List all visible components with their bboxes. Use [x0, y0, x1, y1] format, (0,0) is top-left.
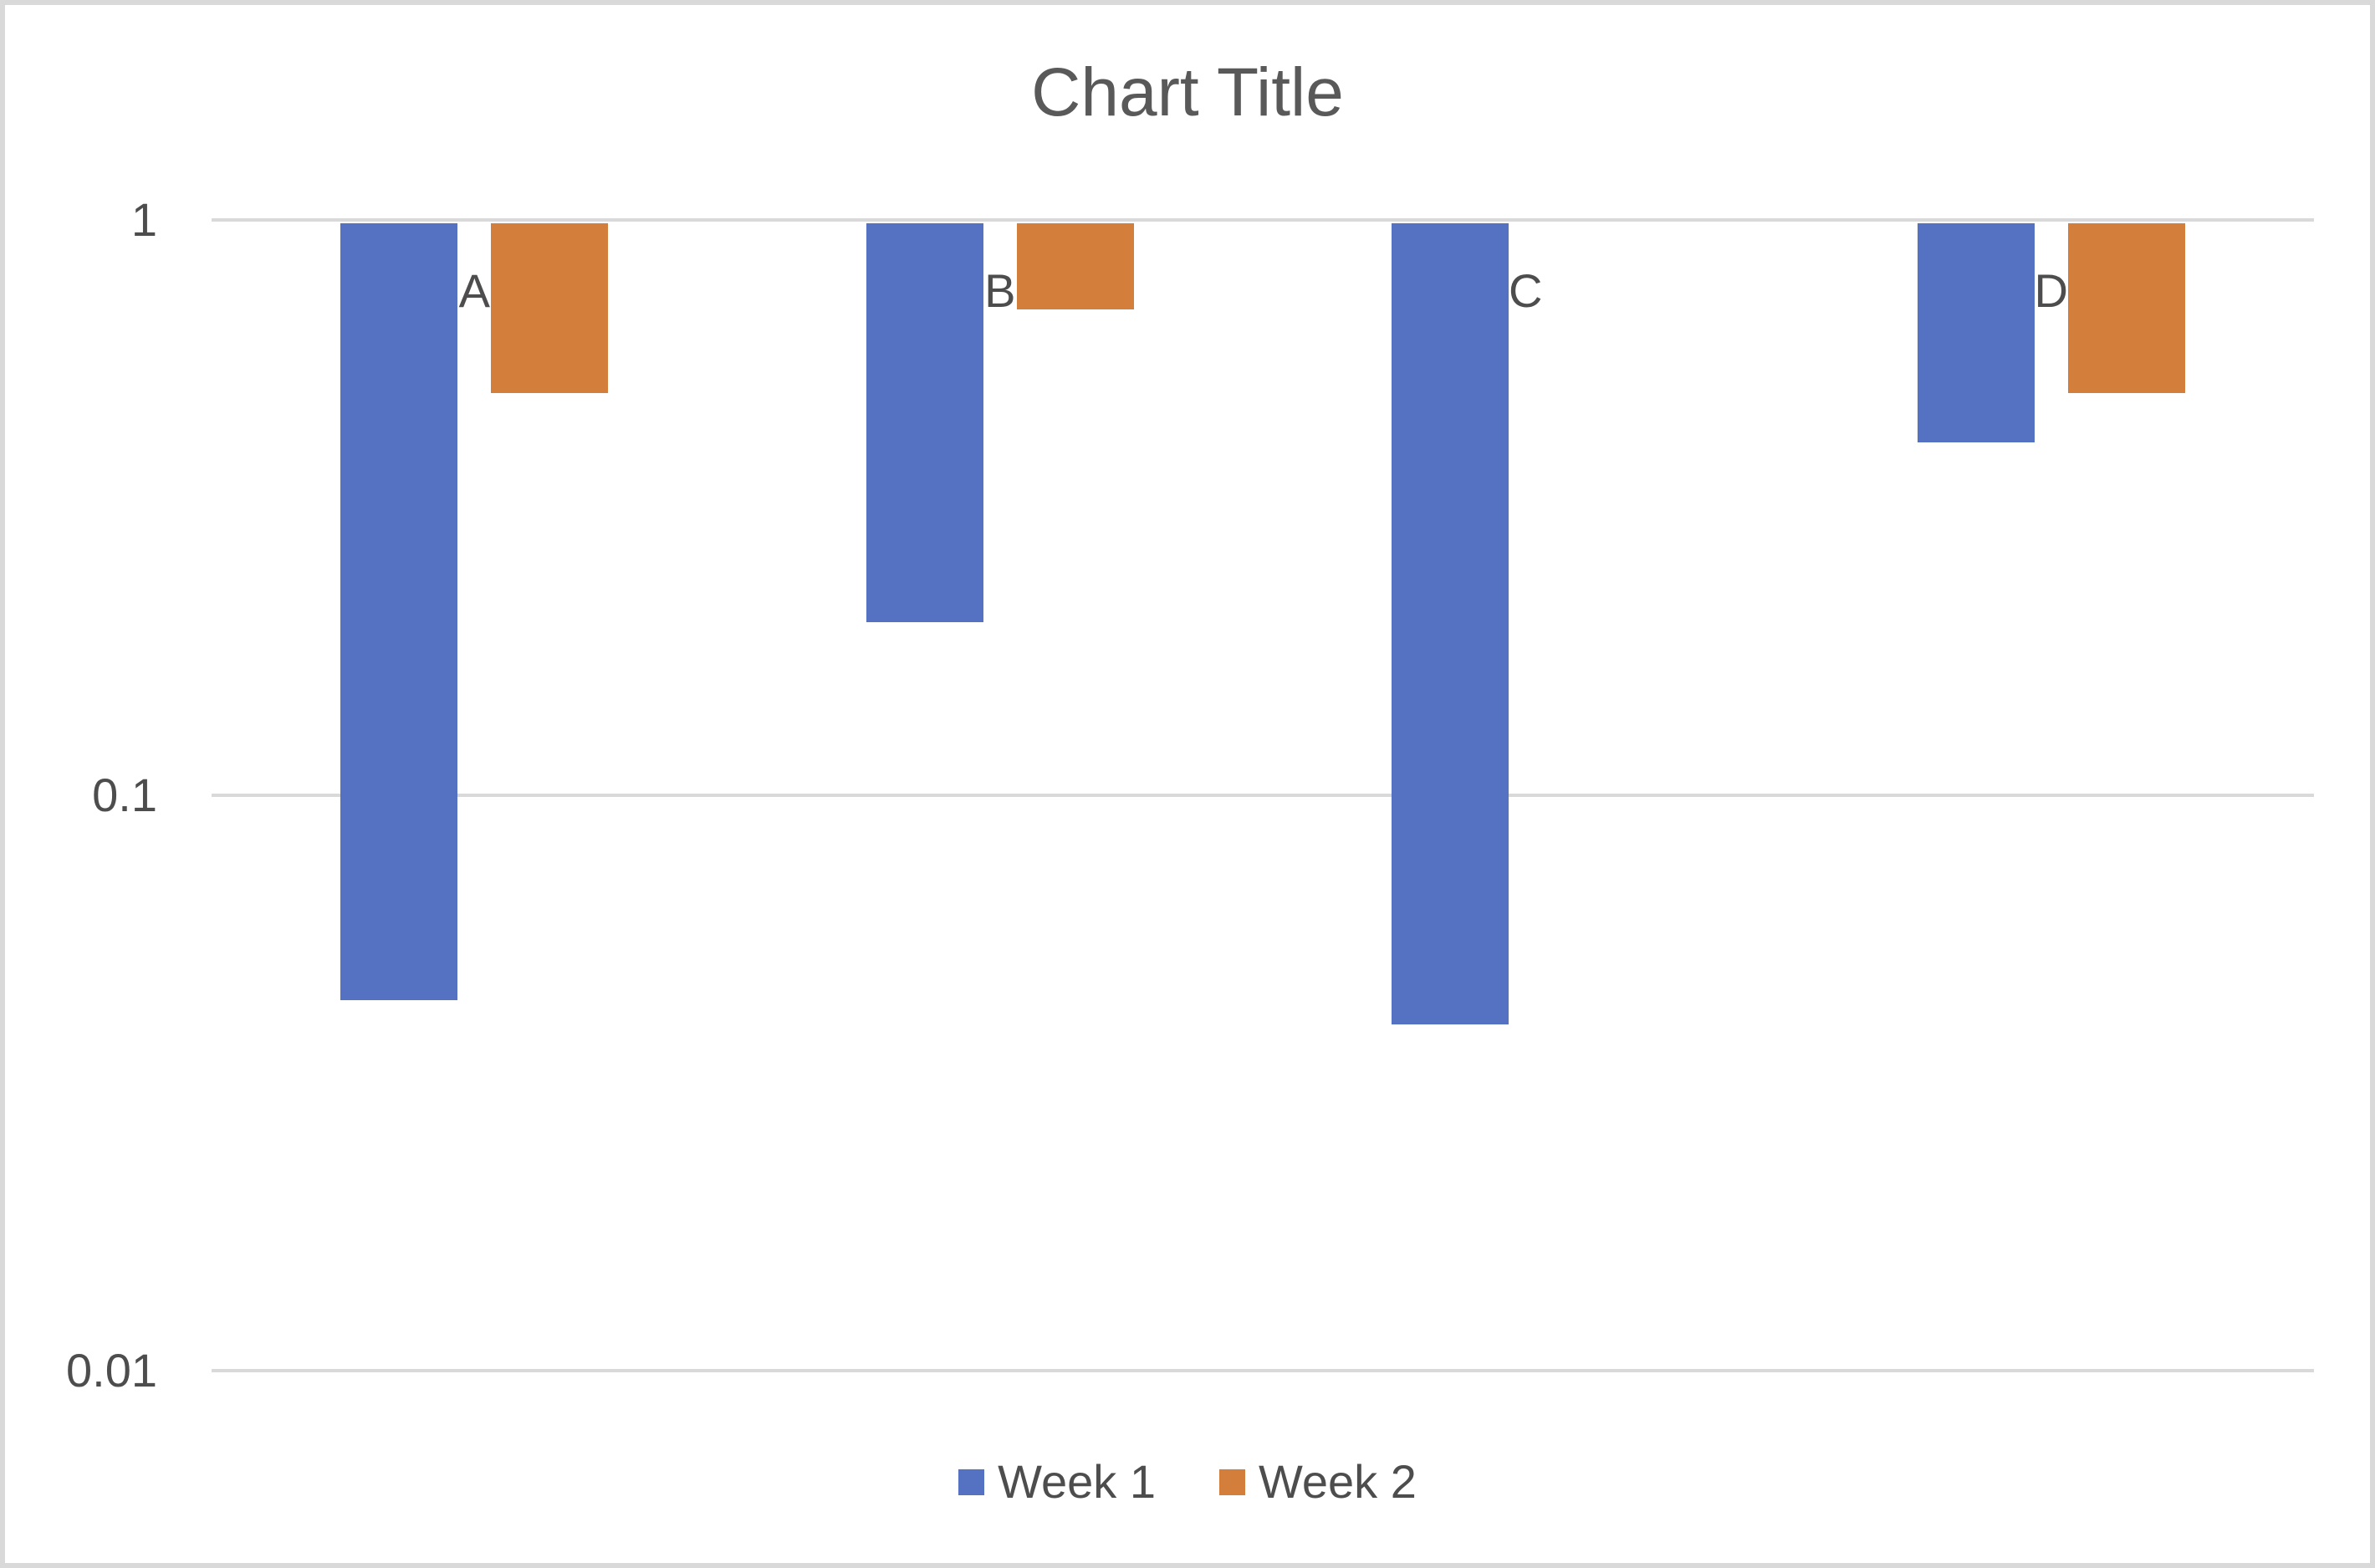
legend-label: Week 2: [1259, 1455, 1417, 1508]
bar-week-2-a[interactable]: [491, 223, 609, 394]
y-tick-label-1: 1: [130, 193, 157, 246]
plot-area: 1 0.1 0.01 A B C D: [5, 5, 2370, 1563]
legend-label: Week 1: [998, 1455, 1156, 1508]
gridline-1: [212, 218, 2314, 222]
category-label-c: C: [1509, 264, 1543, 317]
legend: Week 1 Week 2: [5, 1454, 2370, 1509]
bar-week-2-d[interactable]: [2067, 223, 2185, 394]
bar-week-1-a[interactable]: [340, 223, 458, 1001]
bar-week-1-b[interactable]: [866, 223, 983, 622]
category-label-a: A: [458, 264, 490, 317]
y-tick-label-0-01: 0.01: [66, 1344, 157, 1397]
legend-swatch-icon: [958, 1468, 985, 1495]
category-label-b: B: [984, 264, 1016, 317]
y-tick-label-0-1: 0.1: [92, 769, 157, 821]
legend-swatch-icon: [1219, 1468, 1245, 1495]
gridline-0-01: [212, 1369, 2314, 1372]
bar-week-2-b[interactable]: [1016, 223, 1134, 309]
gridline-0-1: [212, 794, 2314, 797]
bar-week-1-c[interactable]: [1392, 223, 1509, 1024]
category-label-d: D: [2034, 264, 2068, 317]
legend-item-week-1[interactable]: Week 1: [958, 1454, 1156, 1509]
chart-title[interactable]: Chart Title: [1031, 54, 1344, 130]
legend-item-week-2[interactable]: Week 2: [1219, 1454, 1417, 1509]
bar-week-1-d[interactable]: [1917, 223, 2035, 443]
